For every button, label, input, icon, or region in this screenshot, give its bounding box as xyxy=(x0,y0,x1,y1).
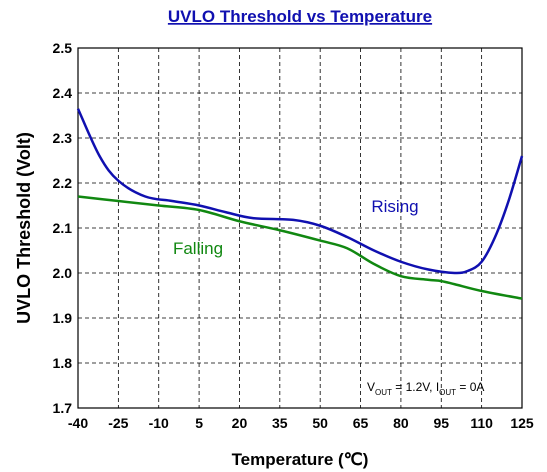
y-tick-label: 2.4 xyxy=(53,85,73,101)
annotation-part: = 1.2V, I xyxy=(392,380,439,394)
y-tick-label: 2.0 xyxy=(53,265,73,281)
annotation-part: OUT xyxy=(439,388,456,397)
x-tick-label: 65 xyxy=(353,415,369,431)
series-label: Rising xyxy=(371,197,418,216)
y-tick-label: 2.1 xyxy=(53,220,73,236)
chart-title: UVLO Threshold vs Temperature xyxy=(168,7,432,26)
x-tick-label: 95 xyxy=(433,415,449,431)
annotation-part: V xyxy=(367,380,375,394)
annotation: VOUT = 1.2V, IOUT = 0A xyxy=(367,380,484,397)
plot-frame xyxy=(77,47,523,409)
y-tick-label: 2.3 xyxy=(53,130,73,146)
y-tick-label: 1.7 xyxy=(53,400,73,416)
y-tick-label: 2.5 xyxy=(53,40,73,56)
x-tick-label: -10 xyxy=(149,415,169,431)
annotation-part: OUT xyxy=(375,388,392,397)
series-label: Falling xyxy=(173,239,223,258)
x-tick-label: 125 xyxy=(510,415,534,431)
y-axis-label: UVLO Threshold (Volt) xyxy=(14,132,34,324)
x-tick-label: 35 xyxy=(272,415,288,431)
x-axis-label: Temperature (℃) xyxy=(232,450,369,469)
line xyxy=(76,108,524,275)
x-tick-label: 50 xyxy=(312,415,328,431)
x-tick-label: 20 xyxy=(232,415,248,431)
x-tick-label: -25 xyxy=(108,415,128,431)
x-tick-label: -40 xyxy=(68,415,88,431)
line xyxy=(77,195,523,300)
y-tick-label: 1.9 xyxy=(53,310,73,326)
annotation-part: = 0A xyxy=(456,380,484,394)
x-tick-label: 110 xyxy=(470,415,493,431)
x-tick-label: 80 xyxy=(393,415,409,431)
y-tick-label: 1.8 xyxy=(53,355,73,371)
x-tick-label: 5 xyxy=(195,415,203,431)
y-tick-label: 2.2 xyxy=(53,175,73,191)
